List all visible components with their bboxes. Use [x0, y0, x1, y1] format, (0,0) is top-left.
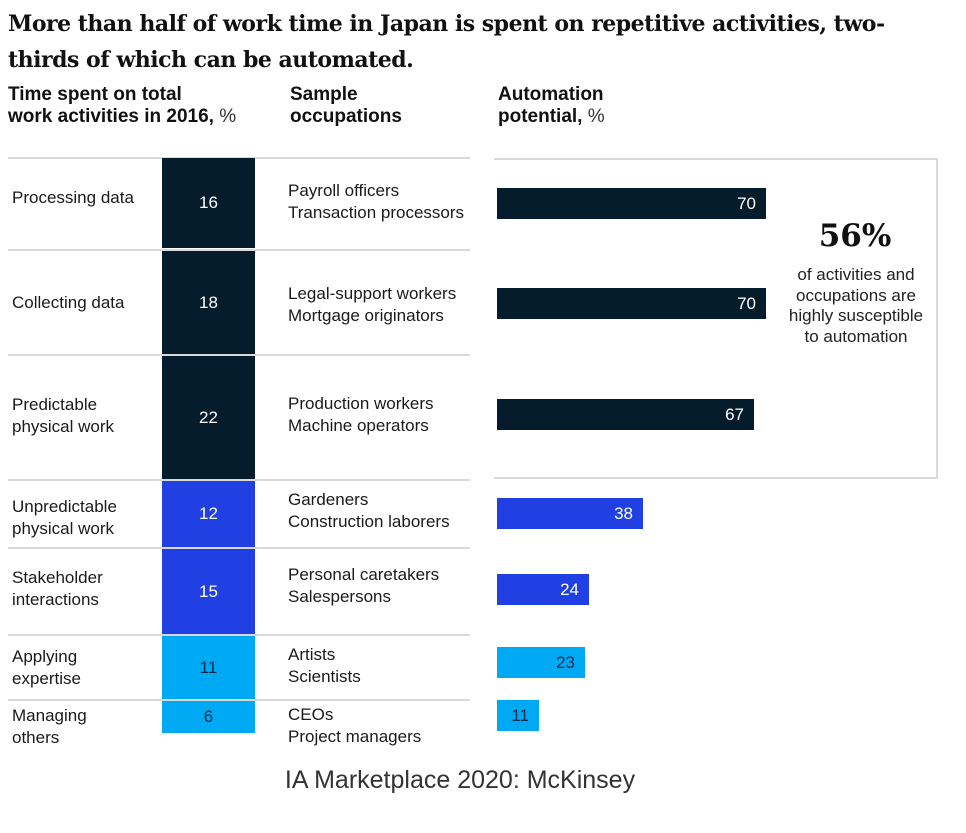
- activity-label-line: Processing data: [12, 188, 134, 207]
- occupation-item: Scientists: [288, 667, 361, 686]
- time-block: 15: [162, 549, 255, 634]
- automation-bar: 24: [497, 574, 589, 605]
- column-header-occupations-line2: occupations: [290, 106, 402, 127]
- column-header-automation-unit: %: [587, 106, 605, 127]
- column-header-time-unit: %: [219, 106, 237, 127]
- occupation-item: Salespersons: [288, 587, 392, 606]
- time-block: 16: [162, 158, 255, 248]
- occupation-list: Payroll officers Transaction processors: [288, 180, 464, 224]
- activity-label-line: Predictable: [12, 395, 98, 414]
- callout-value: 56%: [818, 218, 892, 254]
- occupation-list: Gardeners Construction laborers: [288, 489, 450, 533]
- time-block: 6: [162, 701, 255, 733]
- time-value-label: 18: [199, 292, 218, 312]
- activity-label: Unpredictable physical work: [12, 496, 117, 540]
- automation-value-label: 70: [737, 293, 756, 313]
- activity-label: Collecting data: [12, 292, 124, 314]
- activity-label-line: others: [12, 728, 60, 747]
- row-separator: [8, 547, 470, 549]
- occupation-item: Personal caretakers: [288, 565, 440, 584]
- occupation-list: Production workers Machine operators: [288, 393, 434, 437]
- chart-title: More than half of work time in Japan is …: [8, 11, 885, 73]
- activity-label-line: Unpredictable: [12, 497, 117, 516]
- automation-bar: 67: [497, 399, 754, 430]
- time-block: 12: [162, 481, 255, 547]
- automation-bar: 23: [497, 647, 585, 678]
- activity-label: Processing data: [12, 187, 134, 209]
- activity-label: Applying expertise: [12, 646, 81, 690]
- occupation-item: Gardeners: [288, 490, 369, 509]
- occupation-list: Legal-support workers Mortgage originator…: [288, 283, 456, 327]
- activity-label: Predictable physical work: [12, 394, 114, 438]
- time-block: 18: [162, 251, 255, 354]
- row-separator: [8, 699, 470, 701]
- time-value-label: 22: [199, 407, 218, 427]
- time-block: 11: [162, 636, 255, 699]
- column-header-time-line1: Time spent on total: [8, 84, 182, 105]
- automation-value-label: 11: [511, 705, 529, 725]
- source-caption: IA Marketplace 2020: McKinsey: [284, 766, 636, 794]
- row-separator: [8, 249, 470, 251]
- activity-label-line: interactions: [12, 590, 99, 609]
- occupation-item: Production workers: [288, 394, 434, 413]
- automation-bar: 70: [497, 188, 766, 219]
- time-value-label: 6: [203, 707, 214, 726]
- column-header-automation-line1: Automation: [498, 84, 604, 105]
- occupation-list: Artists Scientists: [288, 644, 361, 688]
- occupation-item: Machine operators: [288, 416, 429, 435]
- occupation-list: Personal caretakers Salespersons: [288, 564, 439, 608]
- occupation-item: Legal-support workers: [288, 284, 457, 303]
- activity-label: Managing others: [12, 705, 87, 749]
- activity-label-line: Managing: [12, 706, 87, 725]
- activity-label-line: Collecting data: [12, 292, 125, 312]
- column-header-occupations: Sample occupations: [290, 84, 402, 128]
- column-header-automation: Automation potential, %: [498, 84, 605, 128]
- column-header-automation-line2: potential,: [498, 106, 583, 127]
- automation-bar: 11: [497, 700, 539, 731]
- automation-value-label: 23: [556, 652, 575, 672]
- occupation-list: CEOs Project managers: [288, 704, 421, 748]
- callout-box: [494, 158, 938, 479]
- automation-bar: 70: [497, 288, 766, 319]
- occupation-item: Project managers: [288, 727, 422, 746]
- row-separator: [8, 479, 470, 481]
- activity-label: Stakeholder interactions: [12, 567, 103, 611]
- activity-label-line: expertise: [12, 669, 81, 688]
- row-separator: [8, 634, 470, 636]
- occupation-item: Payroll officers: [288, 181, 400, 200]
- automation-value-label: 67: [725, 404, 744, 424]
- automation-value-label: 24: [560, 579, 579, 599]
- occupation-item: Artists: [288, 645, 336, 664]
- time-value-label: 11: [199, 657, 218, 677]
- occupation-item: Transaction processors: [288, 203, 465, 222]
- automation-value-label: 38: [614, 503, 633, 523]
- activity-label-line: physical work: [12, 519, 115, 538]
- occupation-item: Mortgage originators: [288, 306, 444, 325]
- row-separator: [8, 354, 470, 356]
- activity-label-line: Stakeholder: [12, 568, 103, 587]
- activity-label-line: physical work: [12, 417, 115, 436]
- column-header-time-line2: work activities in 2016,: [8, 106, 214, 127]
- callout-text: of activities and occupations are highly…: [788, 265, 924, 346]
- time-value-label: 15: [199, 581, 218, 601]
- column-header-occupations-line1: Sample: [290, 84, 358, 105]
- occupation-item: Construction laborers: [288, 512, 450, 531]
- time-block: 22: [162, 356, 255, 479]
- automation-value-label: 70: [737, 193, 756, 213]
- automation-bar: 38: [497, 498, 643, 529]
- occupation-item: CEOs: [288, 705, 334, 724]
- activity-label-line: Applying: [12, 647, 78, 666]
- time-value-label: 12: [199, 504, 218, 523]
- column-header-time: Time spent on total work activities in 2…: [8, 84, 236, 128]
- time-value-label: 16: [199, 193, 218, 212]
